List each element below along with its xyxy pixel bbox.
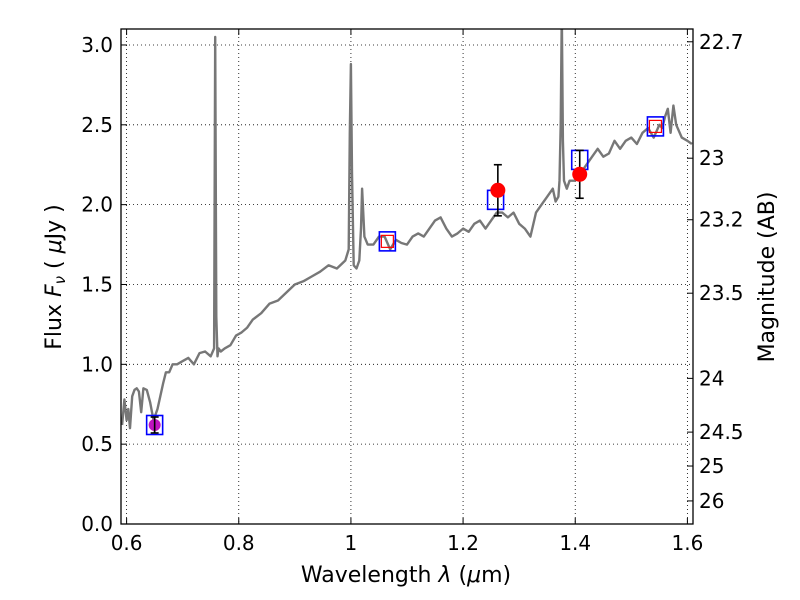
x-tick-label: 1 (345, 531, 358, 555)
x-tick-label: 1.4 (559, 531, 591, 555)
ticks: 0.6 0.8 1 1.2 1.4 1.6 0.0 0.5 1.0 1.5 2.0 2.5 3.0 22.… (81, 29, 744, 555)
y-tick-label: 2.5 (81, 113, 113, 137)
model-inner-square-0 (380, 234, 394, 248)
x-axis-label: Wavelength λ (μm) (301, 563, 511, 588)
markers-layer (145, 116, 665, 436)
model-square-0 (145, 414, 164, 436)
y-tick-label: 0.0 (81, 512, 113, 536)
y-axis-label: Flux Fν ( μJy ) (42, 204, 69, 349)
y-tick-label: 1.5 (81, 272, 113, 296)
y2-tick-label: 25 (699, 454, 724, 478)
y-tick-label: 0.5 (81, 432, 113, 456)
x-tick-label: 1.6 (671, 531, 703, 555)
model-inner-square-1 (648, 119, 663, 134)
y2-tick-label: 24 (699, 366, 724, 390)
observed-point-1 (572, 166, 588, 182)
y2-tick-label: 24.5 (699, 420, 744, 444)
y-tick-label: 2.0 (81, 193, 113, 217)
y2-tick-label: 23.2 (699, 208, 744, 232)
spectrum-line (121, 29, 693, 430)
x-tick-label: 1.2 (447, 531, 479, 555)
y-tick-label: 1.0 (81, 352, 113, 376)
plot-frame (120, 28, 694, 525)
model-square-4 (646, 116, 665, 137)
model-square-1 (378, 231, 397, 252)
y2-tick-label: 23 (699, 146, 724, 170)
y2-tick-label: 23.5 (699, 281, 744, 305)
observed-point-0 (490, 182, 506, 198)
y2-tick-label: 22.7 (699, 30, 744, 54)
y2-tick-label: 26 (699, 489, 724, 513)
y2-axis-label: Magnitude (AB) (755, 192, 780, 363)
spectrum-layer (121, 29, 693, 430)
y-tick-label: 3.0 (81, 33, 113, 57)
x-tick-label: 0.8 (223, 531, 255, 555)
x-tick-label: 0.6 (111, 531, 143, 555)
